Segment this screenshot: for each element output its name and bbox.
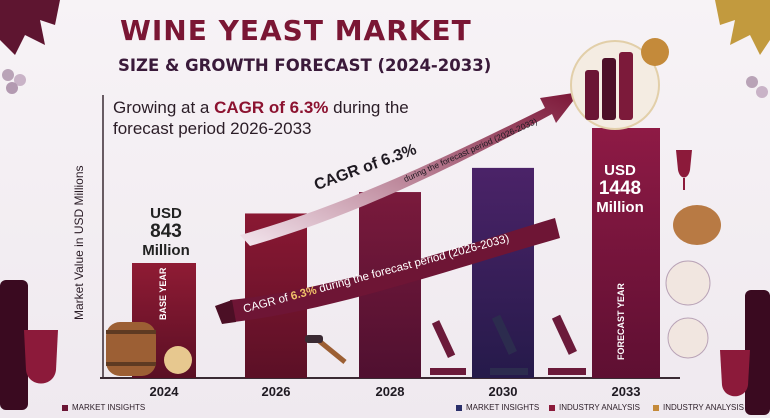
legend-item-0: MARKET INSIGHTS: [456, 403, 539, 412]
cagr-note-prefix: Growing at a: [113, 98, 215, 117]
x-tick-2030: 2030: [488, 384, 518, 399]
legend-item-2-swatch: [653, 404, 659, 411]
end-value-line3: Million: [596, 199, 644, 216]
start-value-line2: 843: [150, 221, 182, 242]
start-value-line1: USD: [150, 205, 182, 222]
wine-bottles-icon: [570, 38, 669, 130]
legend-item-2-label: INDUSTRY ANALYSIS: [663, 403, 744, 412]
corkscrew-icon: [305, 335, 347, 364]
x-tick-2033: 2033: [611, 384, 641, 399]
legend-item-1-swatch: [549, 404, 555, 411]
legend-item-1: INDUSTRY ANALYSIS: [549, 403, 640, 412]
legend-left-label: MARKET INSIGHTS: [72, 403, 146, 412]
end-value-line2: 1448: [598, 178, 642, 199]
start-value-line3: Million: [142, 242, 190, 259]
forecast-year-label: FORECAST YEAR: [616, 283, 626, 360]
end-value-line1: USD: [604, 162, 636, 179]
cagr-note-suffix: during the forecast period 2026-2033: [113, 98, 409, 138]
y-axis-label: Market Value in USD Millions: [72, 165, 86, 321]
cagr-ribbon: [215, 218, 560, 324]
base-year-label: BASE YEAR: [158, 267, 168, 320]
legend-item-2: INDUSTRY ANALYSIS: [653, 403, 744, 412]
legend-item-0-label: MARKET INSIGHTS: [466, 403, 540, 412]
left-bottle-icon: [0, 280, 58, 410]
microscope-icon: [430, 314, 586, 375]
grape-cluster-icon: [2, 69, 768, 98]
wine-glass-icon: [676, 150, 692, 190]
end-value-label: USD 1448 Million: [590, 162, 650, 216]
grape-leaf-icon: [0, 0, 770, 55]
x-tick-2026: 2026: [261, 384, 291, 399]
growth-arrow: [240, 92, 580, 246]
bar-2033: [592, 128, 660, 378]
bar-2030: [472, 167, 534, 378]
legend-left: MARKET INSIGHTS: [62, 403, 145, 412]
legend-left-swatch: [62, 404, 68, 411]
x-tick-2028: 2028: [375, 384, 405, 399]
chart-subtitle: SIZE & GROWTH FORECAST (2024-2033): [118, 56, 492, 75]
right-bottle-icon: [720, 290, 770, 415]
legend-item-0-swatch: [456, 404, 462, 411]
barrel-icon: [106, 322, 192, 376]
chart-title: WINE YEAST MARKET: [120, 14, 472, 47]
legend-item-1-label: INDUSTRY ANALYSIS: [559, 403, 640, 412]
cagr-note: Growing at a CAGR of 6.3% during the for…: [113, 97, 453, 139]
start-value-label: USD 843 Million: [128, 205, 204, 259]
x-tick-2024: 2024: [149, 384, 179, 399]
cagr-note-highlight: CAGR of 6.3%: [214, 98, 329, 117]
yeast-cell-icon: [665, 205, 721, 359]
